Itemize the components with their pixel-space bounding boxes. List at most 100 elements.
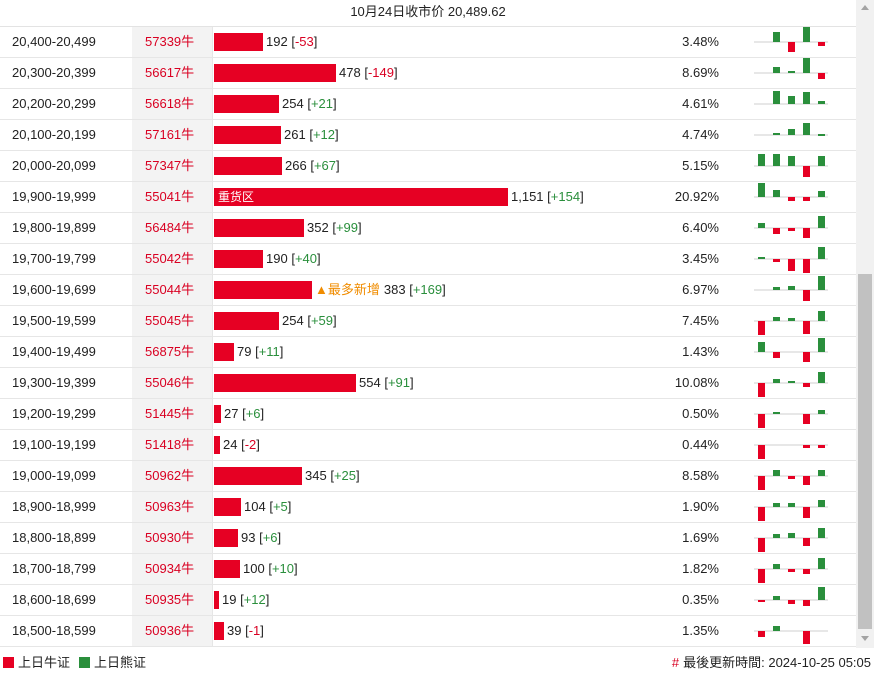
mini-chart-bar	[773, 259, 780, 262]
price-range: 19,500-19,599	[12, 313, 96, 328]
scrollbar[interactable]	[856, 0, 874, 648]
warrant-code-link[interactable]: 55042牛	[145, 251, 195, 266]
table-row[interactable]: 19,600-19,699 55044牛 ▲最多新增 383 [+169] 6.97%	[0, 275, 856, 306]
warrant-code-link[interactable]: 50934牛	[145, 561, 195, 576]
warrant-code-link[interactable]: 55046牛	[145, 375, 195, 390]
table-row[interactable]: 20,200-20,299 56618牛 254 [+21] 4.61%	[0, 89, 856, 120]
outstanding-bar	[214, 591, 219, 609]
mini-chart-bar	[818, 338, 825, 352]
outstanding-count: 1,151	[511, 189, 544, 204]
warrant-code-link[interactable]: 56617牛	[145, 65, 195, 80]
footer: 上日牛证 上日熊证 # 最後更新時間: 2024-10-25 05:05	[0, 649, 874, 676]
warrant-code-link[interactable]: 56618牛	[145, 96, 195, 111]
table-row[interactable]: 18,900-18,999 50963牛 104 [+5] 1.90%	[0, 492, 856, 523]
price-range: 20,000-20,099	[12, 158, 96, 173]
bar-area: 254 [+59]	[212, 306, 663, 336]
warrant-code-link[interactable]: 51418牛	[145, 437, 195, 452]
mini-chart-bar	[758, 134, 765, 136]
hash-icon: #	[671, 655, 680, 670]
mini-chart-bar	[758, 445, 765, 459]
outstanding-bar	[214, 529, 238, 547]
table-row[interactable]: 19,000-19,099 50962牛 345 [+25] 8.58%	[0, 461, 856, 492]
table-row[interactable]: 19,100-19,199 51418牛 24 [-2] 0.44%	[0, 430, 856, 461]
mini-chart-bar	[758, 72, 765, 74]
daily-change: -149	[367, 65, 394, 80]
mini-history-chart	[750, 244, 830, 274]
table-row[interactable]: 19,300-19,399 55046牛 554 [+91] 10.08%	[0, 368, 856, 399]
bar-area: 重货区 1,151 [+154]	[212, 182, 663, 212]
bar-area: 100 [+10]	[212, 554, 663, 584]
table-row[interactable]: 19,500-19,599 55045牛 254 [+59] 7.45%	[0, 306, 856, 337]
bar-area: 24 [-2]	[212, 430, 663, 460]
mini-chart-bar	[788, 533, 795, 538]
outstanding-count: 104	[244, 499, 266, 514]
mini-chart-bar	[773, 91, 780, 104]
mini-chart-bar	[803, 507, 810, 518]
table-row[interactable]: 18,700-18,799 50934牛 100 [+10] 1.82%	[0, 554, 856, 585]
table-row[interactable]: 18,600-18,699 50935牛 19 [+12] 0.35%	[0, 585, 856, 616]
mini-history-chart	[750, 430, 830, 460]
warrant-code-link[interactable]: 56484牛	[145, 220, 195, 235]
warrant-code-link[interactable]: 56875牛	[145, 344, 195, 359]
table-row[interactable]: 20,100-20,199 57161牛 261 [+12] 4.74%	[0, 120, 856, 151]
most-added-tag: ▲最多新增	[315, 282, 380, 297]
outstanding-count: 352	[307, 220, 329, 235]
bar-area: 39 [-1]	[212, 616, 663, 646]
warrant-code-link[interactable]: 50930牛	[145, 530, 195, 545]
warrant-code-cell: 56484牛	[132, 213, 212, 243]
warrant-code-link[interactable]: 55041牛	[145, 189, 195, 204]
table-row[interactable]: 20,000-20,099 57347牛 266 [+67] 5.15%	[0, 151, 856, 182]
warrant-code-link[interactable]: 51445牛	[145, 406, 195, 421]
mini-chart-bar	[818, 247, 825, 259]
bull-swatch-icon	[3, 657, 14, 668]
scroll-up-arrow-icon[interactable]	[861, 5, 869, 10]
warrant-code-cell: 56617牛	[132, 58, 212, 88]
mini-chart-bar	[803, 259, 810, 273]
warrant-code-link[interactable]: 50963牛	[145, 499, 195, 514]
table-row[interactable]: 20,400-20,499 57339牛 192 [-53] 3.48%	[0, 27, 856, 58]
bar-value-text: 39 [-1]	[227, 623, 264, 638]
table-row[interactable]: 18,500-18,599 50936牛 39 [-1] 1.35%	[0, 616, 856, 647]
warrant-code-link[interactable]: 57347牛	[145, 158, 195, 173]
mini-chart-bar	[803, 197, 810, 201]
mini-chart-bar	[773, 596, 780, 600]
mini-chart-bar	[788, 381, 795, 383]
scrollbar-thumb[interactable]	[858, 274, 872, 629]
table-row[interactable]: 19,800-19,899 56484牛 352 [+99] 6.40%	[0, 213, 856, 244]
scroll-down-arrow-icon[interactable]	[861, 636, 869, 641]
mini-chart-bar	[758, 223, 765, 228]
mini-history-chart	[750, 337, 830, 367]
warrant-code-link[interactable]: 55045牛	[145, 313, 195, 328]
daily-change: -2	[244, 437, 257, 452]
outstanding-count: 383	[383, 282, 406, 297]
table-row[interactable]: 19,200-19,299 51445牛 27 [+6] 0.50%	[0, 399, 856, 430]
warrant-code-link[interactable]: 57339牛	[145, 34, 195, 49]
warrant-code-link[interactable]: 50935牛	[145, 592, 195, 607]
table-row[interactable]: 19,400-19,499 56875牛 79 [+11] 1.43%	[0, 337, 856, 368]
table-row[interactable]: 20,300-20,399 56617牛 478 [-149] 8.69%	[0, 57, 856, 89]
legend-bull-label: 上日牛证	[18, 655, 71, 670]
mini-chart-bar	[803, 569, 810, 574]
warrant-code-link[interactable]: 55044牛	[145, 282, 195, 297]
percentage: 3.48%	[682, 34, 719, 49]
warrant-code-link[interactable]: 57161牛	[145, 127, 195, 142]
mini-history-chart	[750, 399, 830, 429]
warrant-code-link[interactable]: 50936牛	[145, 623, 195, 638]
bar-area: 19 [+12]	[212, 585, 663, 615]
table-row[interactable]: 18,800-18,899 50930牛 93 [+6] 1.69%	[0, 523, 856, 554]
mini-history-chart	[750, 89, 830, 119]
mini-history-chart	[750, 275, 830, 305]
table-row[interactable]: 19,900-19,999 55041牛 重货区 1,151 [+154] 20.92%	[0, 182, 856, 213]
bar-value-text: 27 [+6]	[224, 406, 265, 421]
mini-history-chart	[750, 368, 830, 398]
mini-chart-bar	[758, 476, 765, 490]
table-row[interactable]: 19,700-19,799 55042牛 190 [+40] 3.45%	[0, 244, 856, 275]
mini-chart-bar	[773, 287, 780, 290]
mini-chart-bar	[818, 470, 825, 476]
percentage: 3.45%	[682, 251, 719, 266]
mini-chart-bar	[818, 445, 825, 448]
mini-chart-bar	[818, 372, 825, 383]
bar-value-text: ▲最多新增 383 [+169]	[315, 282, 446, 297]
warrant-code-link[interactable]: 50962牛	[145, 468, 195, 483]
outstanding-bar: 重货区	[214, 188, 508, 206]
